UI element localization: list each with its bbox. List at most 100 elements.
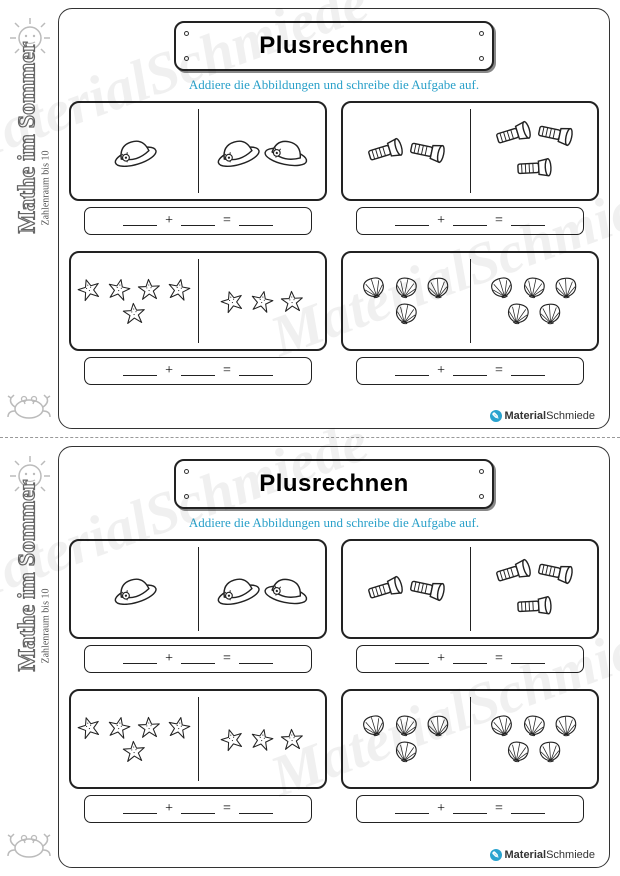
blank-sum[interactable] — [239, 654, 273, 664]
left-cell — [343, 253, 470, 349]
right-cell — [199, 253, 326, 349]
blank-sum[interactable] — [239, 804, 273, 814]
brand-badge: ✎ MaterialSchmiede — [490, 410, 596, 422]
sidebar: Mathe im Sommer Zahlenraum bis 10 — [2, 448, 54, 866]
sidebar-subtitle: Zahlenraum bis 10 — [41, 151, 52, 226]
blank-addend-1[interactable] — [395, 654, 429, 664]
addition-task: + = — [341, 689, 599, 829]
blank-addend-1[interactable] — [395, 804, 429, 814]
blank-addend-1[interactable] — [123, 366, 157, 376]
blank-addend-1[interactable] — [123, 654, 157, 664]
addition-task: + = — [69, 251, 327, 391]
blank-addend-1[interactable] — [123, 804, 157, 814]
content-panel: Plusrechnen Addiere die Abbildungen und … — [58, 446, 610, 868]
picture-box — [341, 251, 599, 351]
brand-name: MaterialSchmiede — [505, 410, 596, 422]
right-cell — [199, 103, 326, 199]
equation-box[interactable]: + = — [84, 357, 311, 385]
addition-task: + = — [341, 539, 599, 679]
task-grid: + = + = + = — [69, 539, 599, 829]
blank-sum[interactable] — [511, 654, 545, 664]
blank-addend-2[interactable] — [181, 804, 215, 814]
addition-task: + = — [341, 251, 599, 391]
addition-task: + = — [69, 689, 327, 829]
crab-icon — [6, 828, 52, 862]
blank-addend-1[interactable] — [123, 216, 157, 226]
title-plate: Plusrechnen — [174, 21, 494, 71]
picture-box — [341, 539, 599, 639]
equals-sign: = — [495, 213, 503, 229]
right-cell — [471, 253, 598, 349]
blank-addend-1[interactable] — [395, 216, 429, 226]
picture-box — [69, 539, 327, 639]
instruction-text: Addiere die Abbildungen und schreibe die… — [69, 515, 599, 531]
picture-box — [69, 689, 327, 789]
plus-sign: + — [437, 651, 445, 667]
blank-addend-1[interactable] — [395, 366, 429, 376]
picture-box — [69, 251, 327, 351]
picture-box — [341, 101, 599, 201]
instruction-text: Addiere die Abbildungen und schreibe die… — [69, 77, 599, 93]
blank-sum[interactable] — [239, 216, 273, 226]
addition-task: + = — [341, 101, 599, 241]
left-cell — [71, 541, 198, 637]
blank-addend-2[interactable] — [453, 216, 487, 226]
equals-sign: = — [495, 801, 503, 817]
blank-addend-2[interactable] — [181, 366, 215, 376]
page-title: Plusrechnen — [259, 470, 409, 498]
plus-sign: + — [437, 213, 445, 229]
plus-sign: + — [165, 651, 173, 667]
worksheet-half: Mathe im Sommer Zahlenraum bis 10 Plusre… — [0, 438, 620, 876]
title-plate: Plusrechnen — [174, 459, 494, 509]
blank-addend-2[interactable] — [181, 654, 215, 664]
right-cell — [471, 103, 598, 199]
page-title: Plusrechnen — [259, 32, 409, 60]
task-grid: + = + = + = — [69, 101, 599, 391]
blank-sum[interactable] — [511, 366, 545, 376]
equation-box[interactable]: + = — [84, 795, 311, 823]
sidebar-title: Mathe im Sommer — [15, 42, 42, 234]
equation-box[interactable]: + = — [84, 645, 311, 673]
equation-box[interactable]: + = — [356, 645, 583, 673]
right-cell — [471, 541, 598, 637]
equation-box[interactable]: + = — [356, 207, 583, 235]
right-cell — [199, 541, 326, 637]
blank-addend-2[interactable] — [453, 366, 487, 376]
equation-box[interactable]: + = — [356, 357, 583, 385]
equation-box[interactable]: + = — [356, 795, 583, 823]
picture-box — [69, 101, 327, 201]
blank-addend-2[interactable] — [181, 216, 215, 226]
brand-badge: ✎ MaterialSchmiede — [490, 849, 596, 861]
equals-sign: = — [495, 363, 503, 379]
content-panel: Plusrechnen Addiere die Abbildungen und … — [58, 8, 610, 429]
worksheet-half: Mathe im Sommer Zahlenraum bis 10 Plusre… — [0, 0, 620, 438]
sidebar: Mathe im Sommer Zahlenraum bis 10 — [2, 10, 54, 427]
brand-icon: ✎ — [490, 410, 502, 422]
blank-addend-2[interactable] — [453, 654, 487, 664]
right-cell — [199, 691, 326, 787]
equation-box[interactable]: + = — [84, 207, 311, 235]
blank-sum[interactable] — [239, 366, 273, 376]
crab-icon — [6, 389, 52, 423]
picture-box — [341, 689, 599, 789]
equals-sign: = — [495, 651, 503, 667]
addition-task: + = — [69, 539, 327, 679]
right-cell — [471, 691, 598, 787]
plus-sign: + — [165, 213, 173, 229]
blank-sum[interactable] — [511, 804, 545, 814]
equals-sign: = — [223, 213, 231, 229]
left-cell — [343, 103, 470, 199]
plus-sign: + — [165, 363, 173, 379]
left-cell — [71, 253, 198, 349]
addition-task: + = — [69, 101, 327, 241]
blank-sum[interactable] — [511, 216, 545, 226]
plus-sign: + — [437, 363, 445, 379]
plus-sign: + — [437, 801, 445, 817]
brand-name: MaterialSchmiede — [505, 849, 596, 861]
equals-sign: = — [223, 363, 231, 379]
left-cell — [71, 103, 198, 199]
blank-addend-2[interactable] — [453, 804, 487, 814]
sidebar-subtitle: Zahlenraum bis 10 — [41, 589, 52, 664]
sidebar-title: Mathe im Sommer — [15, 480, 42, 672]
left-cell — [343, 541, 470, 637]
